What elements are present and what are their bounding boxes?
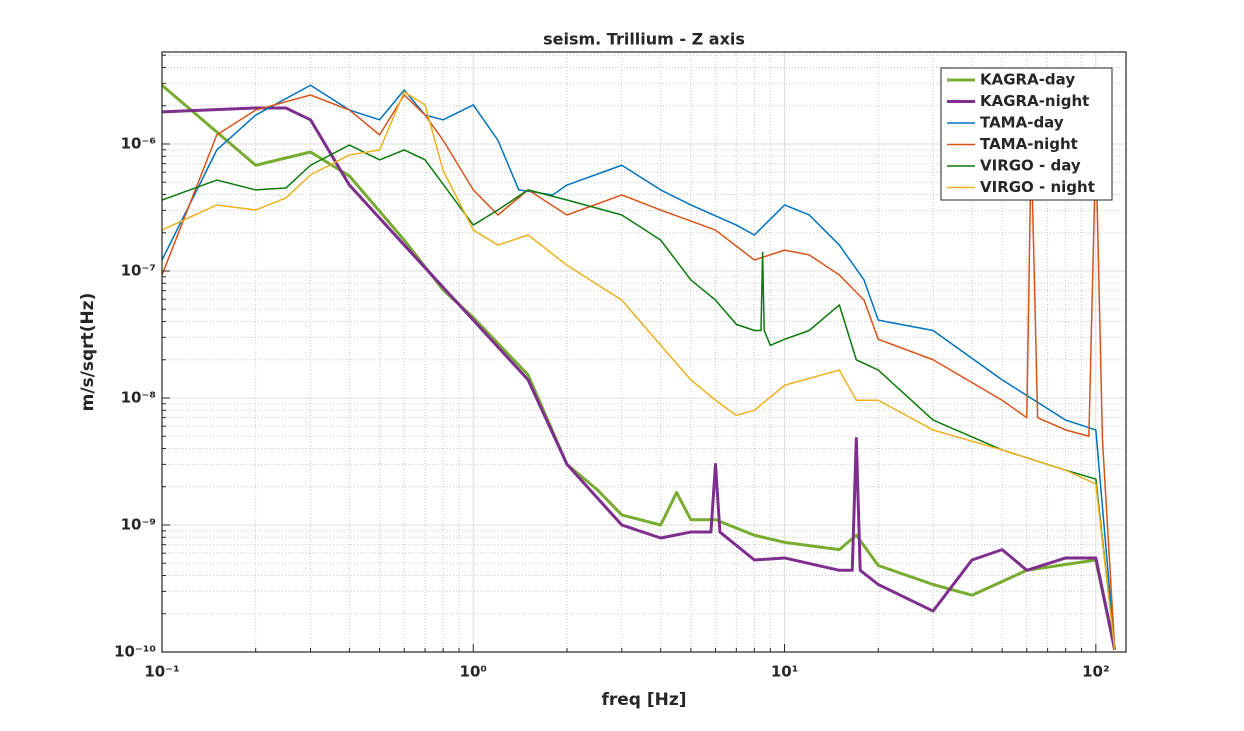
y-tick-label: 10⁻⁶ — [121, 134, 156, 152]
legend-label: VIRGO - day — [980, 157, 1081, 175]
legend-label: KAGRA-day — [980, 71, 1075, 89]
chart-title: seism. Trillium - Z axis — [543, 30, 745, 49]
series-line — [161, 106, 1117, 651]
series-line — [161, 84, 1116, 650]
series-line — [161, 94, 1116, 650]
series-line — [161, 144, 1116, 650]
x-tick-label: 10⁻¹ — [144, 663, 179, 681]
legend-label: VIRGO - night — [980, 178, 1095, 196]
y-tick-label: 10⁻¹⁰ — [114, 643, 156, 661]
legend-label: TAMA-night — [980, 135, 1078, 153]
lines — [161, 84, 1117, 651]
x-tick-label: 10¹ — [771, 663, 798, 681]
series-line — [161, 91, 1116, 650]
y-tick-label: 10⁻⁸ — [121, 388, 156, 406]
legend: KAGRA-day KAGRA-night TAMA-day TAMA-night VI… — [940, 67, 1113, 201]
legend-box — [940, 67, 1113, 201]
plot-frame — [161, 51, 1127, 653]
x-axis-label: freq [Hz] — [601, 690, 686, 710]
legend-label: KAGRA-night — [980, 92, 1089, 110]
series-line — [161, 84, 1117, 651]
y-tick-label: 10⁻⁷ — [121, 261, 156, 279]
legend-label: TAMA-day — [980, 114, 1064, 132]
x-tick-label: 10² — [1082, 663, 1109, 681]
ticks: 10⁻¹ 10⁰ 10¹ 10² 10⁻¹⁰ 10⁻⁹ 10⁻⁸ 10⁻⁷ 10⁻⁶ — [114, 54, 1110, 681]
y-tick-label: 10⁻⁹ — [121, 515, 156, 533]
y-axis-label: m/s/sqrt(Hz) — [78, 293, 98, 412]
x-tick-label: 10⁰ — [460, 663, 487, 681]
